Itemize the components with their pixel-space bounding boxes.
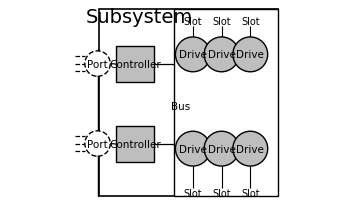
Circle shape	[204, 38, 239, 72]
Text: Drive: Drive	[179, 144, 207, 154]
Text: Controller: Controller	[109, 60, 161, 70]
Text: Slot: Slot	[184, 188, 202, 198]
Text: Bus: Bus	[171, 101, 190, 111]
Bar	[99, 10, 278, 196]
Text: Slot: Slot	[241, 17, 260, 26]
Text: Slot: Slot	[184, 17, 202, 26]
Circle shape	[175, 38, 210, 72]
Text: Drive: Drive	[208, 144, 235, 154]
Text: Controller: Controller	[109, 139, 161, 149]
Text: Drive: Drive	[208, 50, 235, 60]
Circle shape	[85, 131, 110, 156]
Bar	[174, 10, 278, 196]
Bar	[116, 126, 154, 162]
Circle shape	[204, 132, 239, 166]
Text: Slot: Slot	[212, 17, 231, 26]
Text: Drive: Drive	[236, 50, 264, 60]
Text: Port: Port	[87, 139, 108, 149]
Circle shape	[175, 132, 210, 166]
Text: Slot: Slot	[241, 188, 260, 198]
Text: Drive: Drive	[179, 50, 207, 60]
Text: Drive: Drive	[236, 144, 264, 154]
Circle shape	[233, 132, 268, 166]
Bar	[116, 47, 154, 83]
Text: Subsystem: Subsystem	[86, 8, 193, 27]
Text: Slot: Slot	[212, 188, 231, 198]
Text: Port: Port	[87, 59, 108, 69]
Circle shape	[85, 52, 110, 77]
Circle shape	[233, 38, 268, 72]
